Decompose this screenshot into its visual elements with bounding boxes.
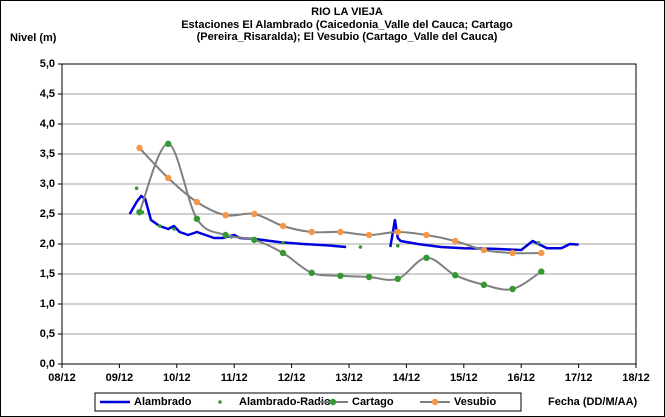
x-tick-label: 09/12: [106, 372, 134, 384]
chart-subtitle: Estaciones El Alambrado (Caicedonia_Vall…: [181, 19, 513, 31]
x-tick-label: 08/12: [48, 372, 76, 384]
x-tick-label: 16/12: [507, 372, 535, 384]
x-tick-label: 14/12: [393, 372, 421, 384]
legend-swatch: [329, 398, 337, 406]
x-tick-label: 10/12: [163, 372, 191, 384]
y-tick-label: 3,5: [40, 148, 55, 160]
series-marker: [279, 222, 287, 230]
y-tick-label: 2,5: [40, 208, 55, 220]
y-tick-label: 5,0: [40, 58, 55, 70]
series-marker: [536, 241, 541, 245]
series-marker: [480, 246, 488, 254]
series-marker: [308, 228, 315, 236]
series-marker: [134, 186, 139, 190]
legend-swatch: [218, 400, 222, 404]
series-marker: [164, 140, 172, 147]
x-tick-label: 15/12: [450, 372, 478, 384]
chart-title: RIO LA VIEJA: [311, 6, 383, 18]
x-tick-label: 13/12: [335, 372, 363, 384]
series-marker: [365, 231, 373, 239]
series-marker: [308, 269, 315, 276]
series-marker: [394, 275, 401, 282]
y-tick-label: 1,0: [40, 298, 55, 310]
series-marker: [423, 231, 430, 239]
series-marker: [164, 174, 172, 182]
series-marker: [395, 244, 400, 248]
y-tick-label: 1,5: [40, 268, 55, 280]
x-axis-label: Fecha (DD/M/AA): [548, 396, 638, 408]
series-marker: [251, 236, 258, 243]
y-tick-label: 4,5: [40, 88, 55, 100]
series-marker: [193, 198, 201, 206]
series-marker: [538, 249, 545, 257]
chart-subtitle: (Pereira_Risaralda); El Vesubio (Cartago…: [197, 31, 498, 43]
y-tick-label: 0,5: [40, 328, 55, 340]
series-marker: [480, 281, 488, 288]
series-marker: [193, 215, 201, 222]
series-marker: [509, 249, 516, 257]
series-marker: [222, 212, 229, 219]
y-tick-label: 4,0: [40, 118, 55, 130]
series-marker: [222, 231, 229, 239]
y-tick-label: 2,0: [40, 238, 55, 250]
y-tick-label: 0,0: [40, 358, 55, 370]
series-marker: [538, 268, 545, 275]
series-marker: [337, 228, 344, 236]
legend-label: Cartago: [352, 396, 394, 408]
series-marker: [337, 272, 344, 279]
series-line: [128, 194, 579, 252]
y-tick-label: 3,0: [40, 178, 55, 190]
series-marker: [365, 273, 373, 281]
series-marker: [451, 272, 459, 279]
series-marker: [136, 209, 143, 216]
series-marker: [451, 237, 459, 245]
series-marker: [279, 249, 287, 257]
series-marker: [423, 254, 430, 261]
x-tick-label: 11/12: [221, 372, 248, 384]
legend-label: Alambrado-Radio: [239, 396, 331, 408]
series-marker: [509, 285, 516, 293]
series-marker: [172, 227, 176, 231]
legend-box: [94, 392, 522, 412]
legend-label: Alambrado: [134, 396, 192, 408]
legend-swatch: [431, 398, 439, 406]
legend-label: Vesubio: [454, 396, 496, 408]
x-tick-label: 12/12: [278, 372, 306, 384]
series-marker: [394, 228, 401, 236]
x-tick-label: 18/12: [622, 372, 650, 384]
series-marker: [251, 210, 258, 218]
series-marker: [358, 245, 363, 249]
x-tick-label: 17/12: [565, 372, 593, 384]
series-marker: [281, 241, 285, 245]
y-axis-label: Nivel (m): [10, 32, 57, 44]
series-marker: [157, 224, 162, 228]
series-marker: [136, 144, 143, 152]
